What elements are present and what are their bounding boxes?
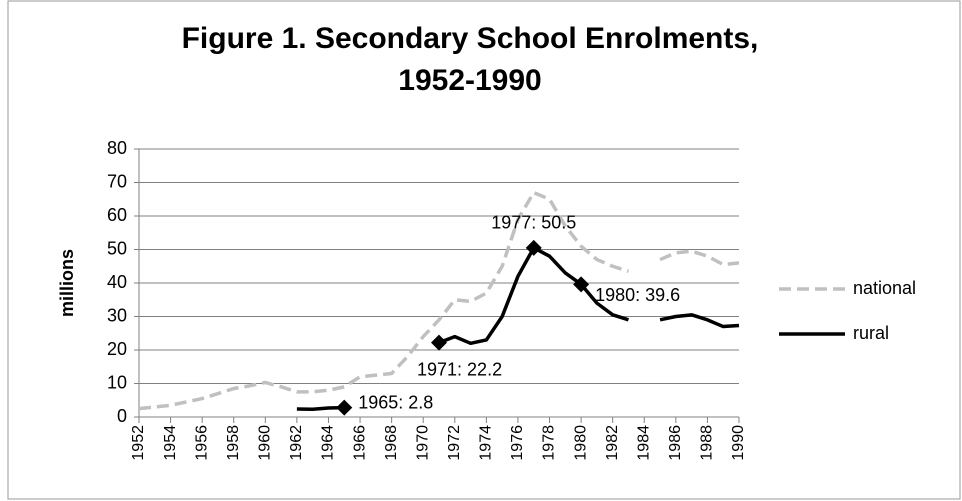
x-tick-label: 1956 <box>193 425 210 461</box>
x-tick-label: 1986 <box>667 425 684 461</box>
y-tick-label: 30 <box>107 305 127 325</box>
x-tick-label: 1976 <box>509 425 526 461</box>
data-label: 1977: 50.5 <box>491 213 576 233</box>
y-tick-label: 40 <box>107 272 127 292</box>
data-label: 1971: 22.2 <box>417 359 502 379</box>
y-tick-label: 20 <box>107 339 127 359</box>
chart-border <box>7 0 961 500</box>
series-line <box>296 246 740 412</box>
y-tick-label: 0 <box>117 406 127 426</box>
chart-title: Figure 1. Secondary School Enrolments, 1… <box>181 22 759 97</box>
x-tick-label: 1954 <box>162 425 179 461</box>
x-tick-label: 1990 <box>730 425 747 461</box>
x-tick-label: 1972 <box>446 425 463 461</box>
y-axis-label: millions <box>57 249 77 317</box>
y-tick-label: 70 <box>107 171 127 191</box>
data-label: 1965: 2.8 <box>358 392 433 412</box>
x-tick-label: 1958 <box>225 425 242 461</box>
y-tick-label: 80 <box>107 138 127 158</box>
legend-label: rural <box>853 323 889 343</box>
x-tick-label: 1952 <box>130 425 147 461</box>
data-marker <box>431 334 447 351</box>
series-line <box>138 190 740 411</box>
x-tick-label: 1966 <box>351 425 368 461</box>
y-tick-label: 10 <box>107 372 127 392</box>
x-tick-label: 1980 <box>572 425 589 461</box>
x-tick-label: 1978 <box>541 425 558 461</box>
x-tick-label: 1962 <box>288 425 305 461</box>
data-marker <box>336 399 353 416</box>
data-label: 1980: 39.6 <box>595 285 680 305</box>
x-tick-label: 1974 <box>478 425 495 461</box>
data-marker <box>573 276 590 293</box>
x-tick-label: 1988 <box>699 425 716 461</box>
data-marker <box>525 239 542 256</box>
x-tick-label: 1960 <box>257 425 274 461</box>
y-tick-label: 50 <box>107 238 127 258</box>
x-tick-label: 1964 <box>320 425 337 461</box>
y-tick-label: 60 <box>107 205 127 225</box>
x-tick-label: 1982 <box>604 425 621 461</box>
x-tick-label: 1984 <box>635 425 652 461</box>
x-tick-label: 1970 <box>414 425 431 461</box>
legend-label: national <box>853 278 916 298</box>
x-tick-label: 1968 <box>383 425 400 461</box>
